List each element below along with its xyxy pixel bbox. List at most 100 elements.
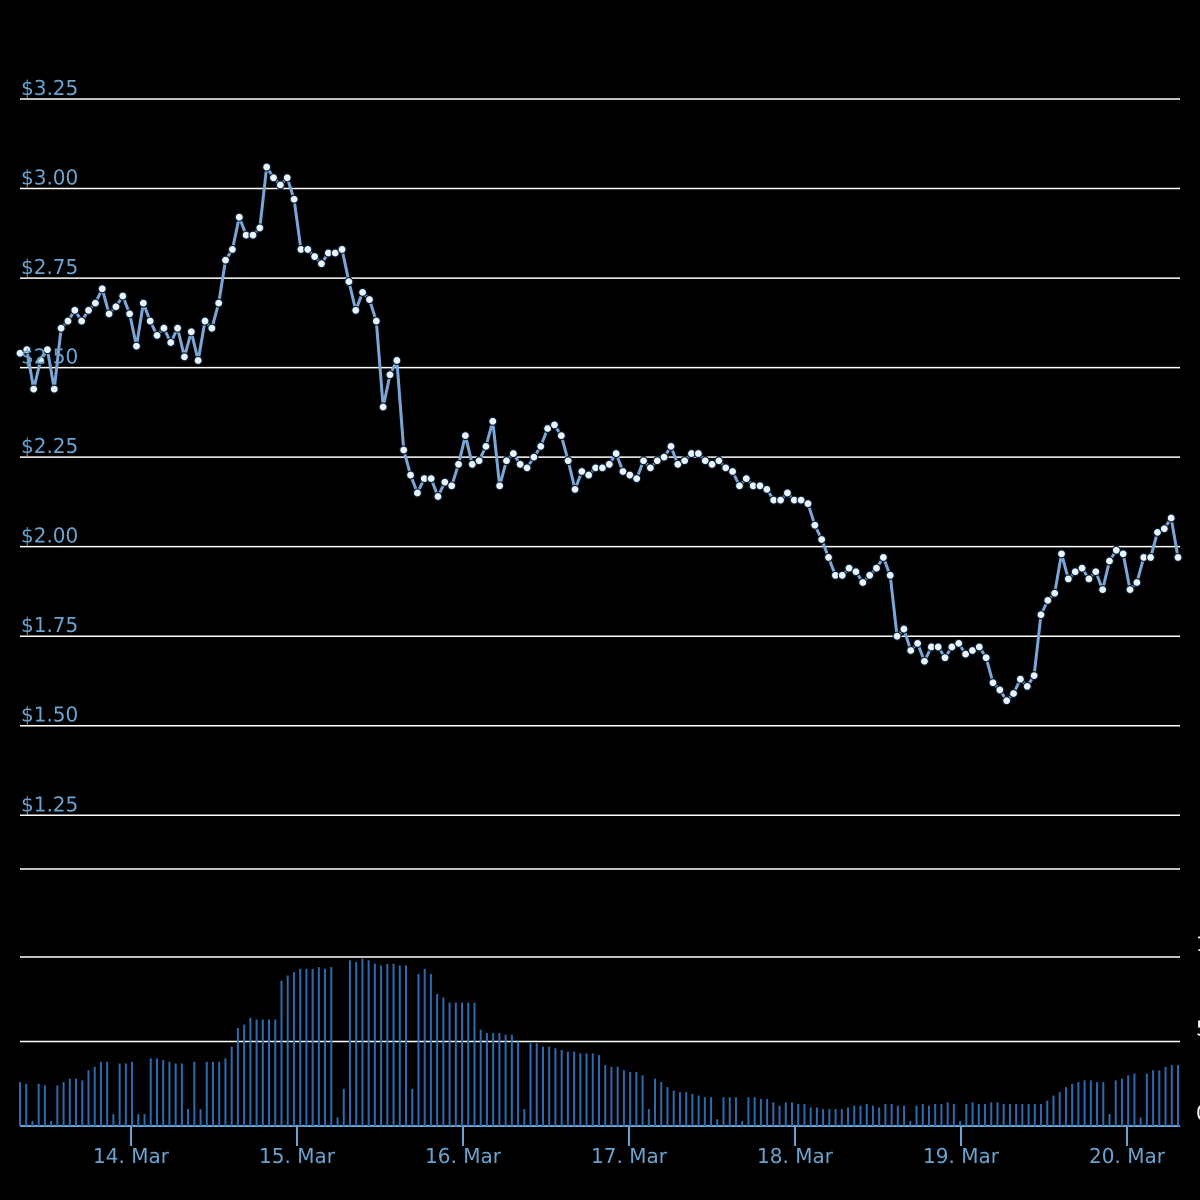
- price-tick-label: $3.00: [21, 166, 78, 190]
- volume-bar: [666, 1087, 669, 1126]
- price-point: [638, 456, 649, 466]
- price-point: [1036, 610, 1046, 620]
- price-point: [104, 309, 114, 319]
- volume-bar: [1089, 1080, 1092, 1126]
- price-point: [159, 323, 169, 333]
- price-markers[interactable]: [15, 162, 1183, 706]
- volume-bar: [268, 1019, 271, 1126]
- volume-bar: [131, 1061, 134, 1126]
- price-point: [810, 520, 820, 530]
- price-point: [858, 577, 868, 588]
- volume-bar: [896, 1105, 899, 1126]
- price-point: [316, 259, 327, 269]
- volume-bar: [728, 1097, 731, 1126]
- price-point: [1043, 595, 1053, 606]
- price-point: [570, 484, 580, 494]
- price-point: [981, 653, 991, 663]
- price-point: [1166, 513, 1176, 523]
- volume-bar: [137, 1114, 140, 1126]
- volume-bar: [429, 973, 432, 1126]
- volume-bar: [921, 1104, 924, 1126]
- volume-bar: [828, 1109, 831, 1126]
- volume-bar: [635, 1071, 638, 1126]
- price-point: [1008, 688, 1019, 699]
- volume-bar: [878, 1107, 881, 1126]
- price-point: [77, 316, 87, 326]
- volume-bar: [286, 975, 289, 1126]
- price-point: [556, 431, 566, 441]
- volume-bar: [672, 1090, 675, 1126]
- volume-bar: [43, 1085, 46, 1126]
- volume-bar: [1021, 1104, 1024, 1126]
- volume-bar: [541, 1046, 544, 1126]
- volume-bar: [840, 1109, 843, 1126]
- volume-bar: [604, 1065, 607, 1126]
- volume-bar: [19, 1082, 21, 1126]
- volume-bar: [106, 1061, 109, 1126]
- volume-bar: [573, 1051, 576, 1126]
- price-point: [460, 431, 470, 441]
- volume-bar: [959, 1120, 962, 1126]
- volume-bar: [622, 1070, 625, 1126]
- volume-bar: [1177, 1065, 1179, 1126]
- volume-bar: [996, 1102, 999, 1126]
- price-point: [125, 309, 135, 319]
- price-point: [29, 384, 39, 394]
- volume-bar: [678, 1092, 681, 1126]
- price-point: [474, 456, 484, 466]
- price-point: [1050, 588, 1060, 598]
- price-point: [166, 337, 176, 348]
- volume-bar: [809, 1107, 812, 1126]
- volume-bar: [722, 1097, 725, 1126]
- volume-bar: [529, 1043, 532, 1126]
- volume-bar: [311, 968, 314, 1126]
- price-point: [988, 678, 998, 688]
- volume-bar: [280, 980, 283, 1126]
- price-point: [35, 355, 46, 366]
- volume-bar: [871, 1105, 874, 1126]
- volume-bar: [660, 1082, 663, 1126]
- volume-bar: [946, 1102, 949, 1126]
- price-point: [851, 567, 861, 577]
- volume-bar: [292, 972, 295, 1126]
- volume-bar: [174, 1063, 177, 1126]
- volume-bar: [909, 1120, 912, 1126]
- volume-bar: [180, 1063, 183, 1126]
- x-tick-label: 18. Mar: [757, 1144, 834, 1168]
- volume-bar: [485, 1033, 488, 1126]
- volume-bar: [685, 1092, 688, 1126]
- volume-bar: [517, 1041, 520, 1126]
- price-point: [1145, 552, 1156, 563]
- volume-bar: [205, 1061, 208, 1126]
- volume-bar: [1058, 1092, 1061, 1126]
- volume-bar: [1033, 1104, 1036, 1126]
- volume-bar: [442, 997, 445, 1126]
- price-point: [892, 631, 902, 641]
- volume-bar: [386, 963, 389, 1126]
- price-point: [906, 645, 916, 656]
- volume-bar: [1008, 1104, 1011, 1126]
- price-point: [1029, 670, 1039, 681]
- volume-bar: [703, 1097, 706, 1126]
- volume-bar: [1139, 1117, 1142, 1126]
- volume-bar: [261, 1019, 264, 1126]
- price-point: [865, 570, 875, 580]
- price-point: [282, 173, 292, 183]
- price-point: [138, 298, 148, 308]
- volume-bar: [411, 1088, 414, 1126]
- price-point: [604, 459, 614, 469]
- price-point: [940, 653, 950, 663]
- volume-bar: [1052, 1095, 1055, 1126]
- volume-bar: [336, 1117, 339, 1126]
- volume-bar: [87, 1070, 90, 1126]
- volume-bar: [1133, 1073, 1136, 1126]
- price-point: [563, 456, 573, 466]
- volume-bar: [598, 1055, 600, 1126]
- volume-bar: [834, 1109, 837, 1126]
- price-point: [83, 305, 94, 315]
- volume-bar: [93, 1066, 96, 1126]
- volume-tick-label: 5M: [1196, 1017, 1200, 1041]
- x-tick-label: 19. Mar: [923, 1144, 1000, 1168]
- price-point: [871, 563, 882, 573]
- price-point: [885, 570, 895, 580]
